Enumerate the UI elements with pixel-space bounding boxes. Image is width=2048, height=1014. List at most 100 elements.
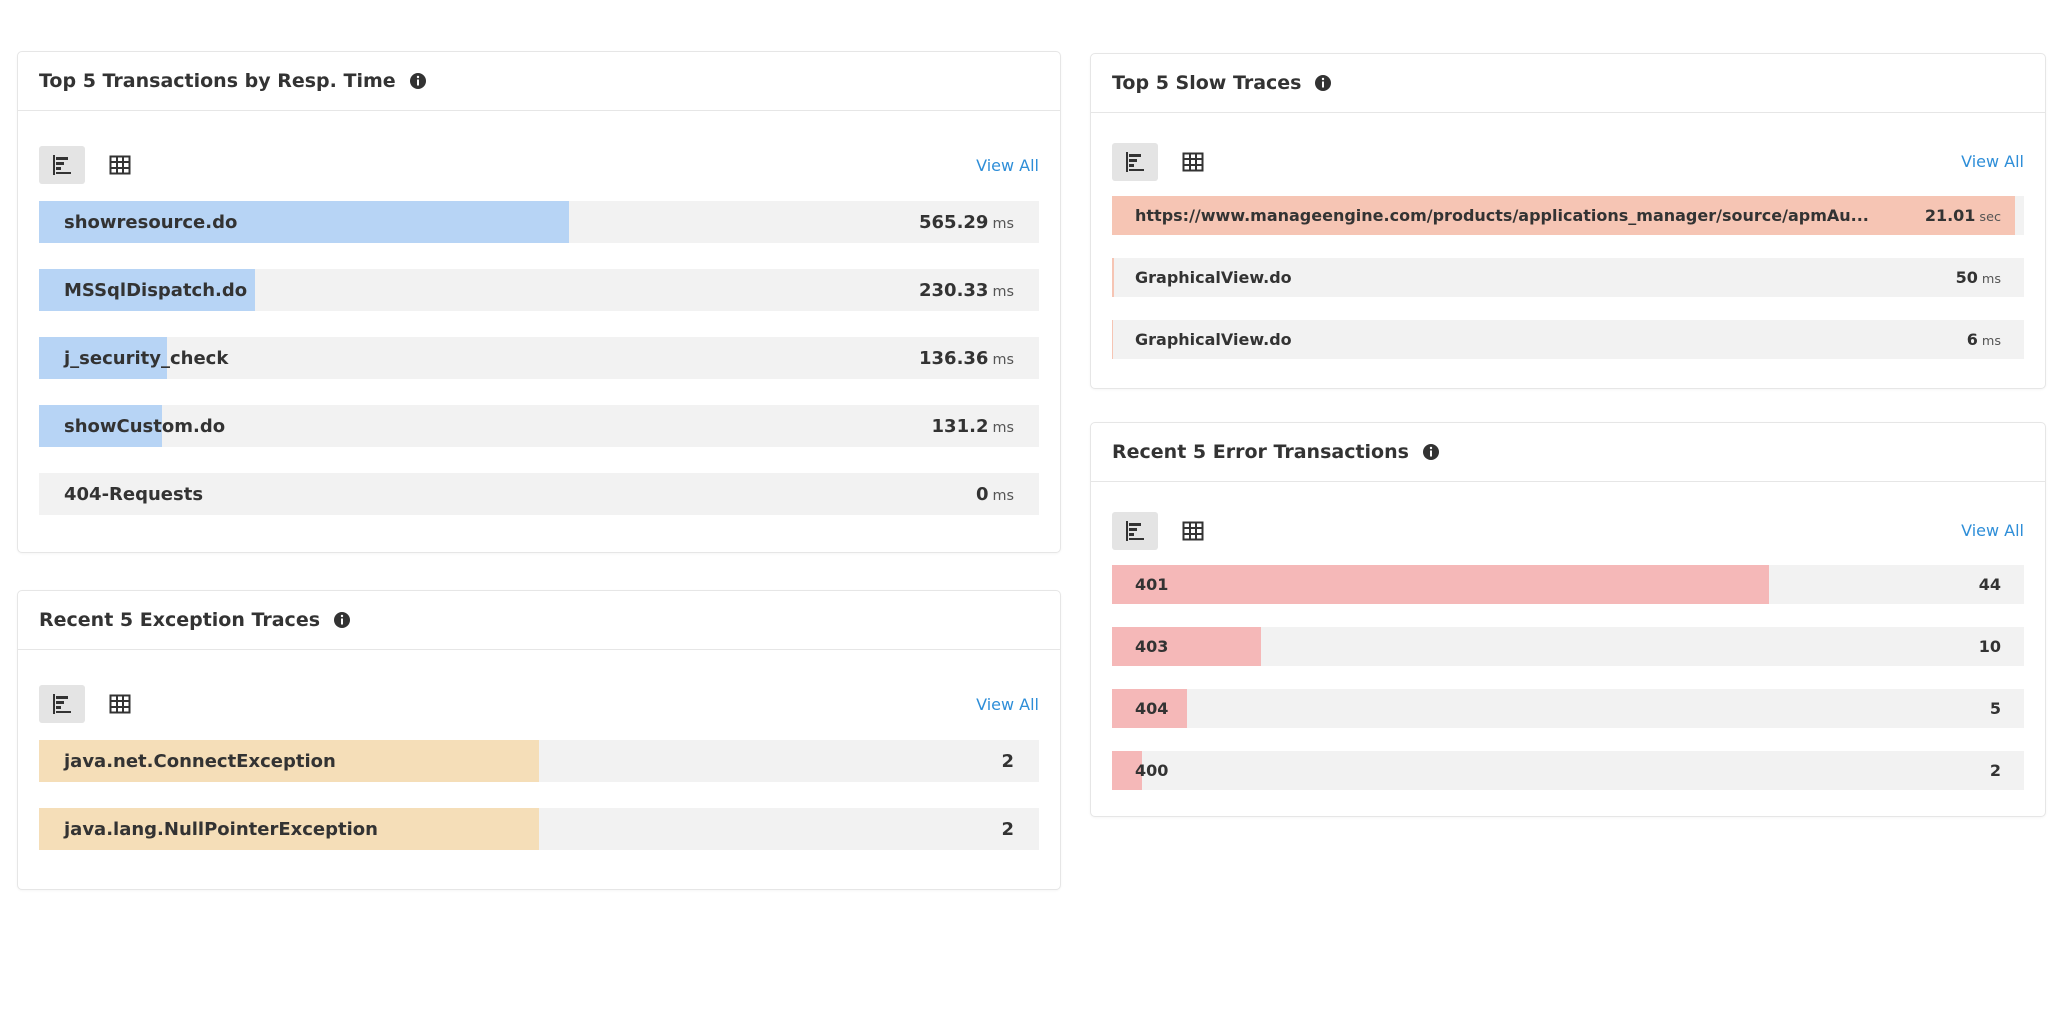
- toolbar: View All: [1091, 496, 2045, 565]
- view-toggle: [39, 146, 143, 184]
- row: GraphicalView.do 6 ms: [1112, 320, 2024, 359]
- row-label: 404: [1135, 699, 1169, 718]
- row-label: 404-Requests: [64, 483, 204, 505]
- toolbar: View All: [1091, 127, 2045, 196]
- row-value: 10: [1979, 637, 2001, 656]
- row-value: 136.36 ms: [919, 348, 1014, 369]
- bar-view-button[interactable]: [1112, 511, 1158, 550]
- panel-title: Recent 5 Exception Traces: [39, 609, 321, 631]
- row-label: showCustom.do: [64, 415, 226, 437]
- row-label: java.net.ConnectException: [64, 750, 336, 772]
- row: showresource.do 565.29 ms: [39, 201, 1039, 243]
- value: 230.33: [919, 279, 989, 301]
- bar: [1112, 196, 2015, 235]
- toolbar: View All: [18, 668, 1060, 740]
- table-icon: [109, 694, 131, 714]
- bar-icon: [1126, 520, 1144, 541]
- bar-icon: [1126, 151, 1144, 172]
- unit: ms: [1981, 272, 2001, 287]
- bar: [1112, 627, 1262, 666]
- row-value: 5: [1990, 699, 2001, 718]
- bar: [39, 269, 255, 311]
- view-all-link[interactable]: View All: [1961, 152, 2024, 171]
- row-label: GraphicalView.do: [1135, 268, 1292, 287]
- info-icon: [1315, 75, 1332, 91]
- view-all-link[interactable]: View All: [976, 694, 1039, 714]
- bar: [1112, 751, 1142, 790]
- unit: sec: [1979, 210, 2001, 225]
- row: https://www.manageengine.com/products/ap…: [1112, 196, 2024, 235]
- row-label: GraphicalView.do: [1135, 330, 1292, 349]
- view-all-link[interactable]: View All: [1961, 521, 2024, 540]
- bar: [39, 740, 539, 782]
- panel-title: Top 5 Slow Traces: [1112, 72, 1302, 94]
- row-value: 2: [1001, 819, 1014, 840]
- view-all-link[interactable]: View All: [976, 155, 1039, 175]
- row: 404-Requests 0 ms: [39, 473, 1039, 515]
- row-value: 2: [1990, 761, 2001, 780]
- info-icon: [334, 612, 351, 628]
- value: 2: [1001, 818, 1014, 840]
- row-value: 2: [1001, 751, 1014, 772]
- toolbar: View All: [18, 129, 1060, 201]
- row-value: 44: [1979, 575, 2001, 594]
- view-toggle: [39, 685, 143, 723]
- row-label: j_security_check: [64, 347, 229, 369]
- row: 403 10: [1112, 627, 2024, 666]
- table-view-button[interactable]: [97, 146, 143, 184]
- unit: ms: [992, 419, 1014, 436]
- panel-header: Recent 5 Error Transactions: [1091, 423, 2045, 482]
- value: 10: [1978, 637, 2001, 656]
- bar-view-button[interactable]: [1112, 142, 1158, 181]
- view-toggle: [1112, 511, 1216, 550]
- row: j_security_check 136.36 ms: [39, 337, 1039, 379]
- row-label: https://www.manageengine.com/products/ap…: [1135, 206, 1869, 225]
- unit: ms: [992, 351, 1014, 368]
- row: java.net.ConnectException 2: [39, 740, 1039, 782]
- row-label: 403: [1135, 637, 1169, 656]
- row-label: 400: [1135, 761, 1169, 780]
- table-view-button[interactable]: [1170, 512, 1216, 550]
- row-label: java.lang.NullPointerException: [64, 818, 378, 840]
- value: 0: [975, 483, 989, 505]
- panel: Recent 5 Error Transactions View All 401 44…: [1090, 422, 2046, 817]
- row-value: 131.2 ms: [932, 416, 1014, 437]
- row-value: 6 ms: [1967, 330, 2001, 349]
- info-icon: [409, 73, 426, 89]
- bar: [39, 201, 569, 243]
- unit: ms: [992, 487, 1014, 504]
- panel-title: Top 5 Transactions by Resp. Time: [39, 70, 396, 92]
- bar-icon: [53, 155, 71, 175]
- row: 404 5: [1112, 689, 2024, 728]
- bar: [1112, 565, 1769, 604]
- info-icon: [1422, 444, 1439, 460]
- value: 44: [1978, 575, 2001, 594]
- row: GraphicalView.do 50 ms: [1112, 258, 2024, 297]
- value: 6: [1966, 330, 1978, 349]
- bar: [1112, 258, 1115, 297]
- value: 136.36: [919, 347, 989, 369]
- bar: [39, 808, 539, 850]
- unit: ms: [992, 283, 1014, 300]
- bar: [1112, 689, 1187, 728]
- value: 565.29: [919, 211, 989, 233]
- value: 50: [1955, 268, 1978, 287]
- table-icon: [1182, 521, 1204, 540]
- table-icon: [109, 155, 131, 175]
- bar-view-button[interactable]: [39, 685, 85, 723]
- row: 401 44: [1112, 565, 2024, 604]
- panel-header: Top 5 Transactions by Resp. Time: [18, 52, 1060, 111]
- table-icon: [1182, 152, 1204, 171]
- unit: ms: [992, 215, 1014, 232]
- value: 131.2: [931, 415, 989, 437]
- row: showCustom.do 131.2 ms: [39, 405, 1039, 447]
- table-view-button[interactable]: [1170, 143, 1216, 181]
- table-view-button[interactable]: [97, 685, 143, 723]
- row-value: 50 ms: [1956, 268, 2001, 287]
- panel-header: Top 5 Slow Traces: [1091, 54, 2045, 113]
- bar-view-button[interactable]: [39, 146, 85, 184]
- bar: [39, 405, 162, 447]
- row-label: 401: [1135, 575, 1169, 594]
- row-label: MSSqlDispatch.do: [64, 279, 248, 301]
